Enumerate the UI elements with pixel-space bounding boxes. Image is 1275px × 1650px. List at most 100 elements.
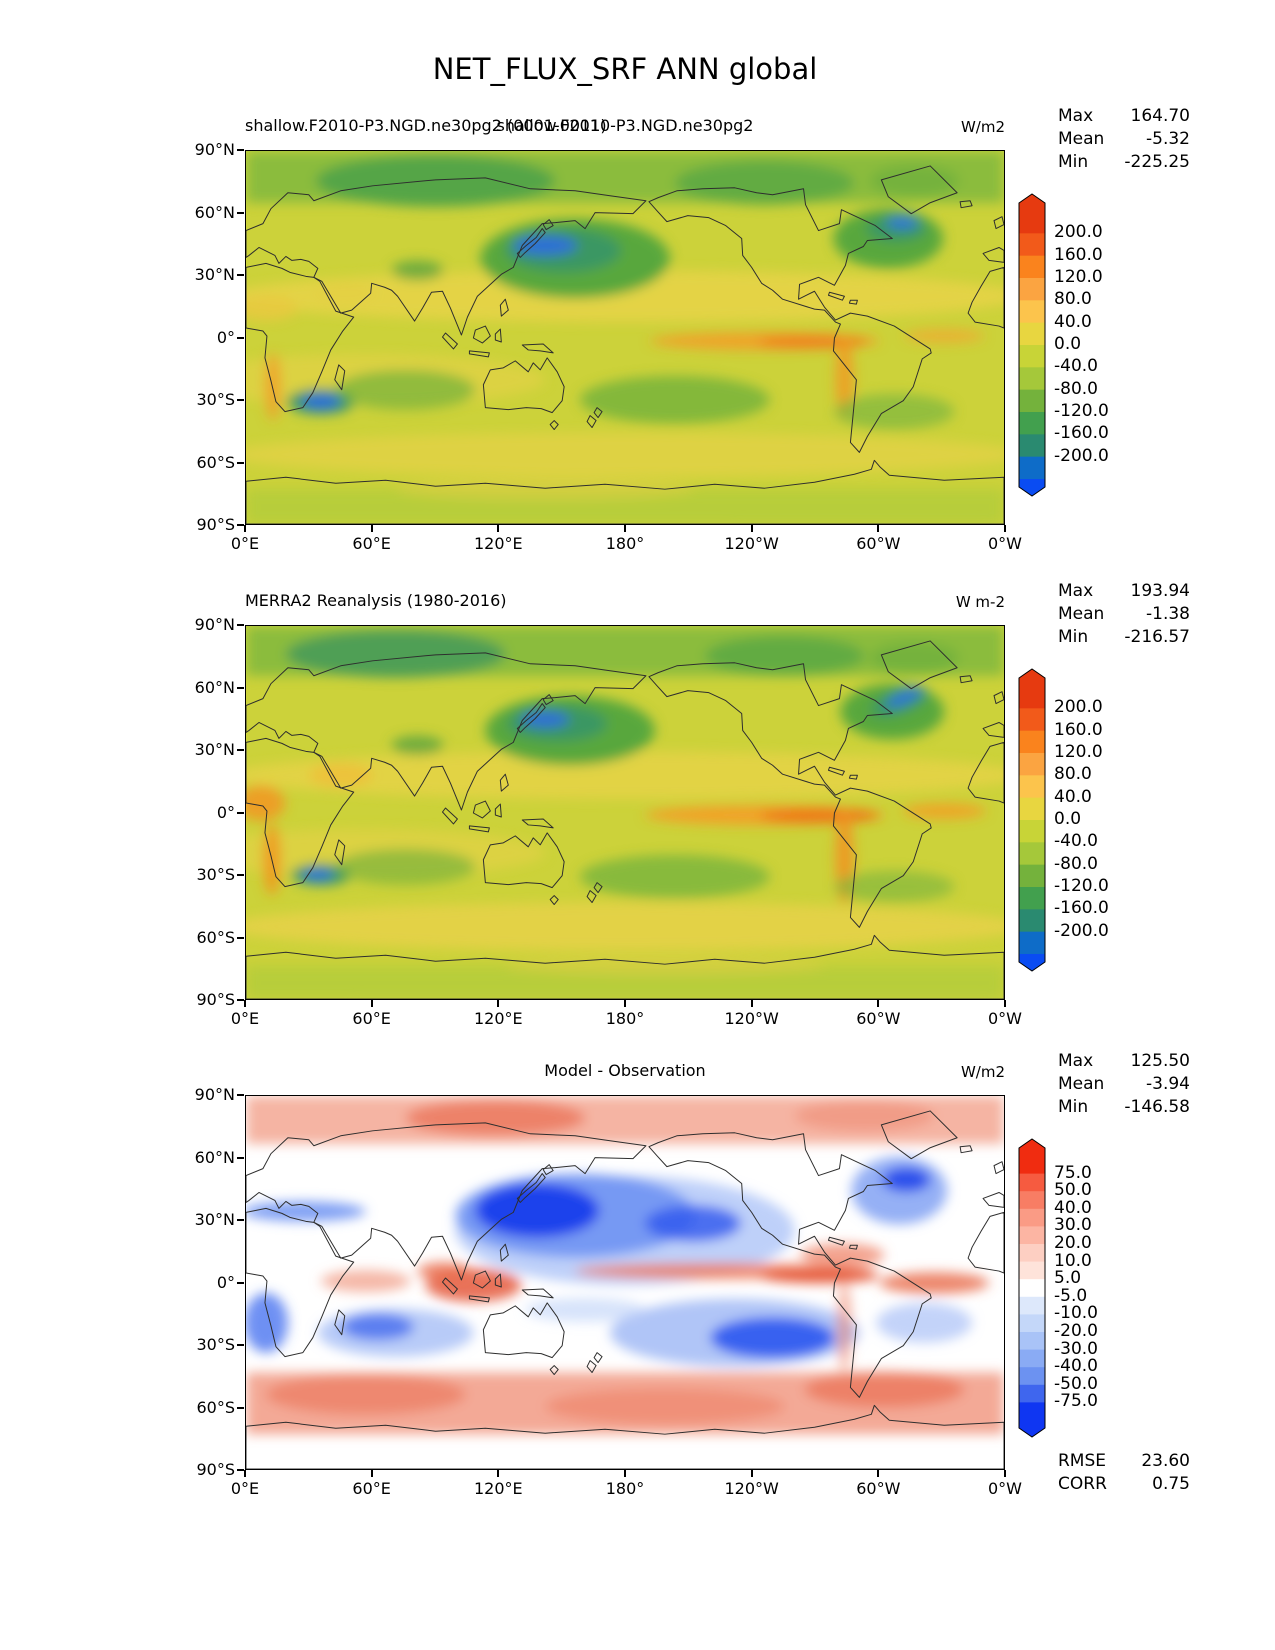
colorbar-tick-label: 120.0 — [1054, 267, 1103, 287]
stat-label: Mean — [1058, 129, 1105, 149]
stat-row: Mean -5.32 — [1058, 128, 1190, 151]
y-tick-mark — [237, 274, 244, 276]
y-tick-label: 0° — [216, 1272, 235, 1292]
y-tick-label: 30°S — [196, 1335, 235, 1354]
colorbar-tick-label: -30.0 — [1054, 1338, 1098, 1359]
stat-value: 164.70 — [1130, 106, 1190, 126]
x-tick-mark — [370, 1000, 373, 1007]
x-tick-label: 0°E — [230, 1479, 260, 1498]
model-map-field — [246, 151, 1004, 524]
panel-model-left-title: shallow.F2010-P3.NGD.ne30pg2 (0001-0011) — [245, 116, 607, 135]
colorbar-tick-label: -80.0 — [1054, 853, 1098, 874]
panel-diff-units: W/m2 — [960, 1063, 1005, 1081]
stat-label: Min — [1058, 627, 1089, 647]
colorbar-tick-label: -5.0 — [1054, 1285, 1088, 1306]
y-tick-mark — [237, 686, 244, 689]
x-tick-mark — [624, 1000, 626, 1007]
y-tick-label: 90°S — [196, 515, 235, 534]
colorbar-tick-label: -40.0 — [1054, 356, 1098, 377]
x-tick-label: 120°E — [474, 534, 523, 553]
stat-value: 125.50 — [1130, 1051, 1190, 1071]
stat-row: Min -225.25 — [1058, 151, 1190, 174]
colorbar-svg — [1018, 1138, 1046, 1438]
x-tick-mark — [370, 1470, 373, 1477]
colorbar-tick-label: -10.0 — [1054, 1303, 1098, 1324]
x-tick-label: 0°W — [988, 1479, 1022, 1498]
stat-value: 193.94 — [1130, 581, 1190, 601]
colorbar-tick-label: 200.0 — [1054, 222, 1103, 243]
stat-row: CORR 0.75 — [1058, 1473, 1190, 1496]
y-tick-label: 60°N — [194, 1147, 235, 1167]
stat-value: -3.94 — [1146, 1074, 1190, 1094]
x-tick-mark — [750, 525, 753, 532]
colorbar-tick-label: 200.0 — [1054, 697, 1103, 718]
colorbar-tick-label: 80.0 — [1054, 289, 1092, 310]
panel-model-center-title: shallow.F2010-P3.NGD.ne30pg2 — [496, 116, 754, 135]
x-tick-mark — [497, 1000, 500, 1007]
y-tick-mark — [237, 211, 244, 214]
colorbar-tick-label: -40.0 — [1054, 831, 1098, 852]
x-tick-mark — [624, 525, 626, 532]
x-tick-label: 180° — [605, 1009, 645, 1028]
stat-label: Mean — [1058, 604, 1105, 624]
colorbar-tick-label: 75.0 — [1054, 1162, 1092, 1183]
colorbar-tick-label: 80.0 — [1054, 764, 1092, 785]
y-tick-mark — [237, 399, 244, 401]
stat-value: -1.38 — [1146, 604, 1190, 624]
obs-map-field — [246, 626, 1004, 999]
x-tick-label: 120°W — [724, 1009, 779, 1028]
colorbar-tick-label: 30.0 — [1054, 1215, 1092, 1236]
y-tick-label: 30°S — [196, 390, 235, 409]
x-tick-label: 0°E — [230, 1009, 260, 1028]
stat-label: Mean — [1058, 1074, 1105, 1094]
y-tick-mark — [237, 936, 244, 939]
x-tick-label: 60°E — [352, 1009, 391, 1028]
x-tick-label: 0°E — [230, 534, 260, 553]
colorbar-tick-label: -75.0 — [1054, 1391, 1098, 1412]
y-tick-label: 60°S — [196, 1397, 235, 1417]
colorbar-tick-label: -120.0 — [1054, 401, 1109, 421]
x-tick-mark — [370, 525, 373, 532]
stat-row: Max 164.70 — [1058, 105, 1190, 128]
y-tick-mark — [237, 1156, 244, 1159]
x-tick-mark — [877, 525, 880, 532]
panel-obs-left-title: MERRA2 Reanalysis (1980-2016) — [245, 591, 507, 610]
figure-title: NET_FLUX_SRF ANN global — [432, 52, 818, 86]
panel-model-header: shallow.F2010-P3.NGD.ne30pg2 (0001-0011)… — [245, 116, 1005, 140]
x-tick-mark — [244, 1000, 246, 1007]
x-tick-label: 60°W — [856, 1009, 901, 1028]
y-tick-mark — [237, 1281, 244, 1284]
colorbar-tick-label: -120.0 — [1054, 876, 1109, 896]
x-tick-label: 180° — [605, 1479, 645, 1498]
stat-label: Max — [1058, 581, 1094, 601]
x-tick-mark — [750, 1000, 753, 1007]
colorbar-tick-label: -20.0 — [1054, 1321, 1098, 1341]
y-tick-mark — [237, 874, 244, 876]
y-tick-label: 90°S — [196, 990, 235, 1009]
extra-stats-block: RMSE 23.60 CORR 0.75 — [1058, 1450, 1190, 1496]
panel-obs-units: W m-2 — [955, 593, 1005, 611]
colorbar-tick-label: -160.0 — [1054, 898, 1109, 919]
x-tick-mark — [1004, 1000, 1006, 1007]
y-tick-mark — [237, 749, 244, 751]
stat-value: 23.60 — [1141, 1451, 1190, 1471]
y-tick-label: 60°S — [196, 452, 235, 472]
stat-value: -216.57 — [1124, 627, 1190, 647]
x-tick-mark — [1004, 1470, 1006, 1477]
y-tick-mark — [237, 461, 244, 464]
stat-label: CORR — [1058, 1474, 1107, 1494]
stat-row: Min -216.57 — [1058, 626, 1190, 649]
colorbar — [1018, 193, 1046, 497]
colorbar-tick-label: -160.0 — [1054, 423, 1109, 444]
stat-value: 0.75 — [1152, 1474, 1190, 1494]
x-tick-label: 120°W — [724, 534, 779, 553]
x-tick-mark — [750, 1470, 753, 1477]
panel-obs-map — [245, 625, 1005, 1000]
colorbar-tick-label: 10.0 — [1054, 1250, 1092, 1271]
x-tick-label: 120°W — [724, 1479, 779, 1498]
stat-value: -5.32 — [1146, 129, 1190, 149]
panel-diff-map — [245, 1095, 1005, 1470]
stat-label: Max — [1058, 106, 1094, 126]
colorbar-tick-label: 120.0 — [1054, 742, 1103, 762]
